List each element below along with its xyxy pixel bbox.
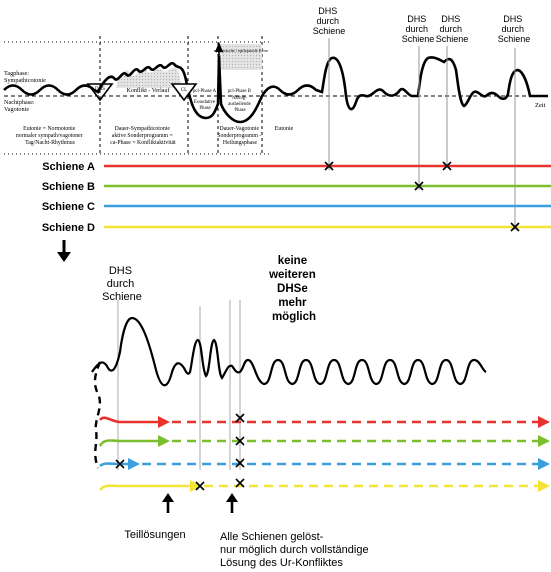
dauer-vagotonie-label: Dauer-Vagotonie Sonderprogramm - Heilung… <box>217 126 262 146</box>
cl-marker-label: CL <box>181 88 187 93</box>
dhs-label-4: DHS durch Schiene <box>498 14 531 44</box>
dhs-marker-label: DHS <box>95 87 105 92</box>
lower-rail-blue <box>99 458 550 470</box>
rail-label-b: Schiene B <box>42 181 95 193</box>
yellow-rail-head-2 <box>538 480 550 492</box>
dhs-label-3: DHS durch Schiene <box>436 14 469 44</box>
lower-rail-red <box>98 416 550 428</box>
yellow-rail-head-1 <box>190 480 202 492</box>
konflikt-band <box>116 67 182 88</box>
upper-overview: Tagphase: Sympathicotonie Nachtphase: Va… <box>3 36 548 156</box>
lower-cross-green <box>235 436 245 446</box>
lower-cross-yellow-early <box>195 481 205 491</box>
upper-wave <box>3 55 548 124</box>
krise-arrow-head <box>215 42 223 52</box>
down-arrow-head <box>57 252 71 262</box>
alle-schienen-label: Alle Schienen gelöst- nur möglich durch … <box>220 531 372 569</box>
yellow-rail-solid <box>98 484 190 491</box>
lower-wave <box>91 316 487 387</box>
lower-rail-yellow <box>98 480 550 492</box>
cross-rail-b <box>414 181 424 191</box>
tagphase-label: Tagphase: Sympathicotonie <box>4 70 46 84</box>
green-rail-solid <box>98 439 158 447</box>
teilloesungen-arrow-head <box>162 493 174 502</box>
konflikt-verlauf-label: Konflikt - Verlauf <box>127 87 170 94</box>
blue-rail-head-1 <box>128 458 140 470</box>
teilloesungen-label: Teillösungen <box>124 529 185 541</box>
rail-label-c: Schiene C <box>42 201 95 213</box>
eutonie-left-label: Eutonie = Normotonie normaler sympath/va… <box>16 126 84 146</box>
lower-cross-red <box>235 413 245 423</box>
lower-dhs-label: DHS durch Schiene <box>102 265 142 303</box>
red-rail-solid <box>98 416 158 424</box>
rails-group: Schiene A Schiene B Schiene C Schiene D <box>42 161 551 234</box>
section-down-arrow <box>57 240 71 262</box>
blue-rail-head-2 <box>538 458 550 470</box>
dauer-sympath-label: Dauer-Sympathicotonie aktive Sonderprogr… <box>110 126 176 146</box>
lower-detail: DHS durch Schiene keine weiteren DHSe me… <box>91 255 550 569</box>
cl-triangle <box>170 83 198 102</box>
cross-rail-a-1 <box>324 161 334 171</box>
red-rail-head-2 <box>538 416 550 428</box>
lower-cross-blue <box>235 458 245 468</box>
nachtphase-label: Nachtphase: Vagotonie <box>4 99 36 113</box>
lower-cross-yellow <box>235 478 245 488</box>
krise-band <box>220 44 262 70</box>
blue-rail-solid <box>99 462 128 468</box>
red-rail-head-1 <box>158 416 170 428</box>
green-rail-head-1 <box>158 435 170 447</box>
alle-schienen-arrow-head <box>226 493 238 502</box>
lower-crosses <box>115 413 245 491</box>
epi-krise-label: epileptische / epileptoide Krise <box>214 48 269 53</box>
top-dhs-group: DHS durch Schiene DHS durch Schiene DHS … <box>313 6 531 230</box>
green-rail-head-2 <box>538 435 550 447</box>
cross-rail-d <box>510 222 520 232</box>
lower-cross-blue-early <box>115 459 125 469</box>
dhs-label-1: DHS durch Schiene <box>313 6 346 36</box>
pcl-b-label: pcl-Phase B Narbig- ausheilende Phase <box>228 89 252 113</box>
trigger-crosses <box>324 161 520 232</box>
left-brace <box>93 361 102 469</box>
pcl-a-label: pcl-Phase A Exsudative Phase <box>193 89 217 111</box>
dhs-triangle <box>86 83 114 102</box>
rail-label-a: Schiene A <box>42 161 95 173</box>
rail-label-d: Schiene D <box>42 222 95 234</box>
zeit-label: Zeit <box>535 102 546 109</box>
lower-guides <box>117 300 241 470</box>
cross-rail-a-2 <box>442 161 452 171</box>
keine-dhse-label: keine weiteren DHSe mehr möglich <box>268 255 319 323</box>
dhs-label-2: DHS durch Schiene <box>402 14 435 44</box>
eutonie-right-label: Eutonie <box>275 126 294 132</box>
lower-rail-green <box>98 435 550 447</box>
